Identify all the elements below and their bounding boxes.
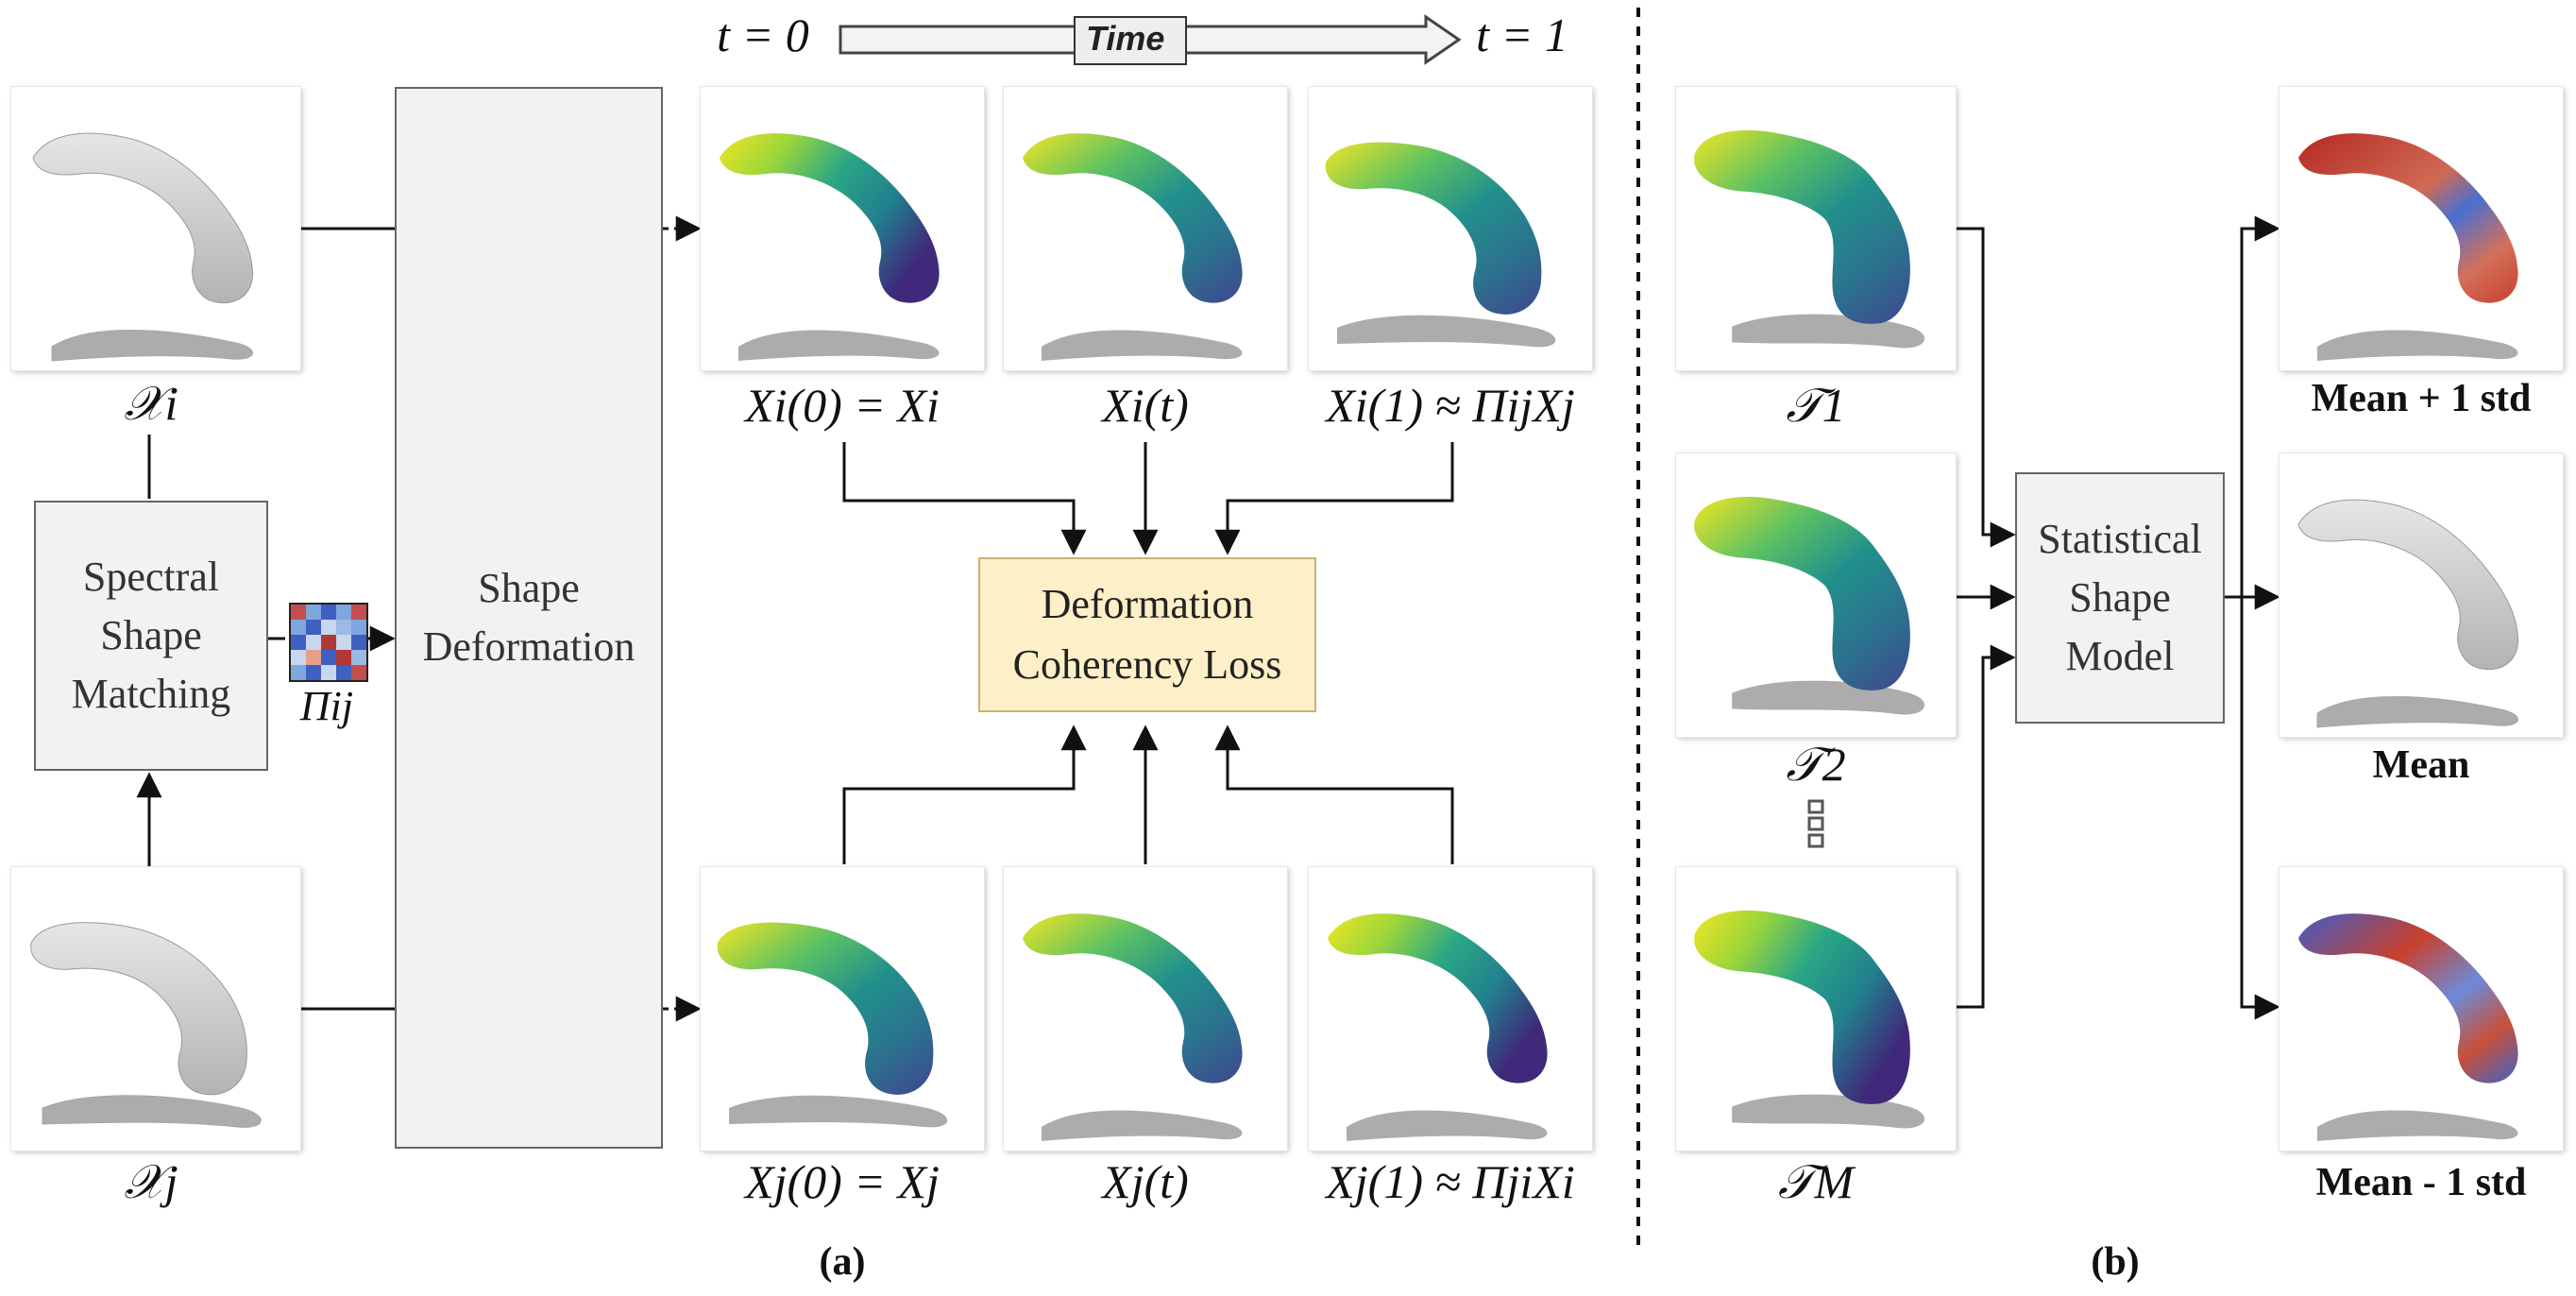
mean-minus-std-shape (2279, 867, 2563, 1151)
mean-plus-std-shape (2279, 87, 2563, 370)
matrix-cell (306, 620, 321, 635)
gray-shape-i (11, 87, 300, 370)
matrix-cell (351, 650, 366, 665)
output-label-mean: Mean (2372, 743, 2470, 787)
output-label-plus: Mean + 1 std (2311, 377, 2532, 420)
shape-deformation-box: Shape Deformation (395, 87, 663, 1149)
gray-shape-j (11, 867, 300, 1151)
deformation-box-line-1: Deformation (422, 623, 636, 670)
template-shape-m (1676, 867, 1956, 1151)
top-row-label-2: Xi(1) ≈ ΠijXj (1326, 379, 1575, 432)
matrix-cell (336, 665, 351, 680)
spectral-shape-matching-box: Spectral Shape Matching (34, 501, 268, 771)
template-2-tile (1676, 453, 1956, 737)
matching-box-line-2: Matching (71, 671, 231, 717)
time-end-label: t = 1 (1476, 9, 1568, 61)
top-row-label-1: Xi(t) (1102, 379, 1189, 432)
deformed-shape-i-t (1004, 87, 1287, 370)
matrix-cell (291, 650, 306, 665)
input-shape-j-tile (11, 867, 300, 1151)
statistical-shape-model-box: Statistical Shape Model (2015, 472, 2225, 724)
bottom-row-label-2: Xj(1) ≈ ΠjiXi (1326, 1155, 1575, 1208)
matrix-cell (336, 605, 351, 620)
matrix-cell (351, 665, 366, 680)
ssm-box-line-0: Statistical (2038, 516, 2202, 562)
deformation-coherency-loss-box: Deformation Coherency Loss (978, 557, 1316, 712)
loss-box-line-1: Coherency Loss (1012, 641, 1282, 688)
matching-box-line-1: Shape (100, 612, 202, 658)
loss-box-line-0: Deformation (1041, 581, 1254, 627)
time-title-box (1074, 16, 1187, 65)
template-label-2: 𝒯2 (1786, 738, 1846, 791)
matrix-cell (306, 650, 321, 665)
top-row-tile-0 (701, 87, 984, 370)
mean-plus-std-tile (2279, 87, 2563, 370)
caption-b: (b) (2091, 1240, 2140, 1284)
matching-box-line-0: Spectral (82, 554, 220, 600)
matrix-cell (321, 620, 336, 635)
bottom-row-label-1: Xj(t) (1102, 1155, 1189, 1208)
deformed-shape-j-0 (701, 867, 984, 1151)
mean-shape (2279, 453, 2563, 737)
mean-minus-std-tile (2279, 867, 2563, 1151)
matrix-cell (291, 605, 306, 620)
correspondence-matrix (289, 603, 368, 682)
matrix-cell (336, 635, 351, 650)
input-shape-i-tile (11, 87, 300, 370)
output-label-minus: Mean - 1 std (2315, 1161, 2527, 1204)
matrix-cell (336, 650, 351, 665)
matrix-cell (291, 620, 306, 635)
deformed-shape-j-1 (1309, 867, 1592, 1151)
deformed-shape-i-1 (1309, 87, 1592, 370)
matrix-cell (321, 635, 336, 650)
matrix-cell (351, 620, 366, 635)
template-shape-1 (1676, 87, 1956, 370)
deformed-shape-j-t (1004, 867, 1287, 1151)
matrix-cell (291, 635, 306, 650)
bottom-row-tile-0 (701, 867, 984, 1151)
deformation-box-line-0: Shape (478, 565, 580, 611)
caption-a: (a) (819, 1240, 866, 1284)
bottom-row-tile-1 (1309, 867, 1592, 1151)
matrix-cell (321, 650, 336, 665)
bottom-row-label-0: Xj(0) = Xj (745, 1155, 940, 1208)
matrix-cell (351, 635, 366, 650)
matrix-cell (306, 635, 321, 650)
ellipsis-dots (1807, 799, 1824, 848)
top-row-tile-t (1004, 87, 1287, 370)
deformed-shape-i-0 (701, 87, 984, 370)
template-shape-2 (1676, 453, 1956, 737)
time-title: Time (1086, 19, 1165, 58)
matrix-cell (306, 665, 321, 680)
bottom-row-tile-t (1004, 867, 1287, 1151)
correspondence-label: Πij (299, 683, 354, 729)
ssm-box-line-2: Model (2065, 633, 2175, 679)
time-start-label: t = 0 (717, 9, 809, 61)
matrix-cell (321, 605, 336, 620)
matrix-cell (336, 620, 351, 635)
input-i-label: 𝒳i (124, 377, 178, 430)
input-j-label: 𝒳j (124, 1155, 178, 1208)
matrix-cell (306, 605, 321, 620)
template-label-m: 𝒯M (1778, 1155, 1854, 1208)
matrix-cell (351, 605, 366, 620)
template-label-1: 𝒯1 (1786, 379, 1846, 432)
top-row-label-0: Xi(0) = Xi (745, 379, 940, 432)
matrix-cell (321, 665, 336, 680)
template-1-tile (1676, 87, 1956, 370)
template-m-tile (1676, 867, 1956, 1151)
matrix-cell (291, 665, 306, 680)
ssm-box-line-1: Shape (2069, 574, 2171, 621)
top-row-tile-1 (1309, 87, 1592, 370)
mean-tile (2279, 453, 2563, 737)
